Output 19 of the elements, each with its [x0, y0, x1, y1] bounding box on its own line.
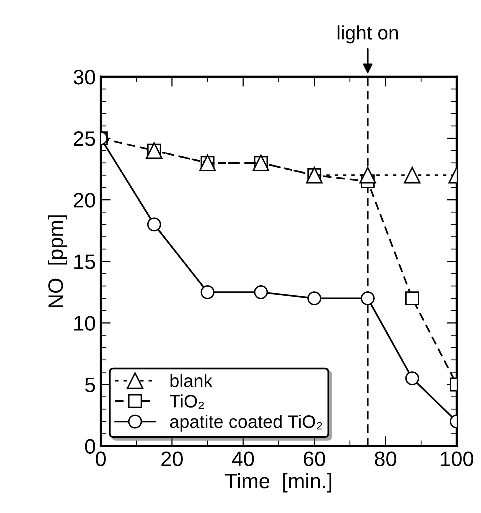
y-tick-label: 10 [74, 316, 96, 331]
y-tick-label: 30 [74, 70, 96, 85]
x-tick-label: 20 [162, 452, 183, 466]
y-tick-label: 25 [74, 132, 96, 146]
legend-label: blank [170, 374, 213, 388]
y-tick-label: 20 [74, 193, 96, 208]
ref-line-label: light on [338, 26, 398, 44]
legend-label: apatite coated TiO₂ [170, 415, 322, 432]
x-tick-label: 60 [304, 452, 326, 466]
y-tick-label: 15 [74, 254, 96, 270]
x-tick-label: 100 [441, 452, 474, 466]
legend-label: TiO₂ [170, 394, 204, 410]
x-tick-label: 80 [375, 452, 397, 466]
y-tick-label: 0 [85, 439, 96, 454]
y-tick-label: 5 [85, 378, 96, 393]
x-tick-label: 40 [232, 452, 254, 466]
x-axis-title: Time [min.] [225, 473, 332, 493]
y-axis-title: NO [ppm] [48, 216, 68, 308]
x-tick-label: 0 [96, 452, 106, 466]
